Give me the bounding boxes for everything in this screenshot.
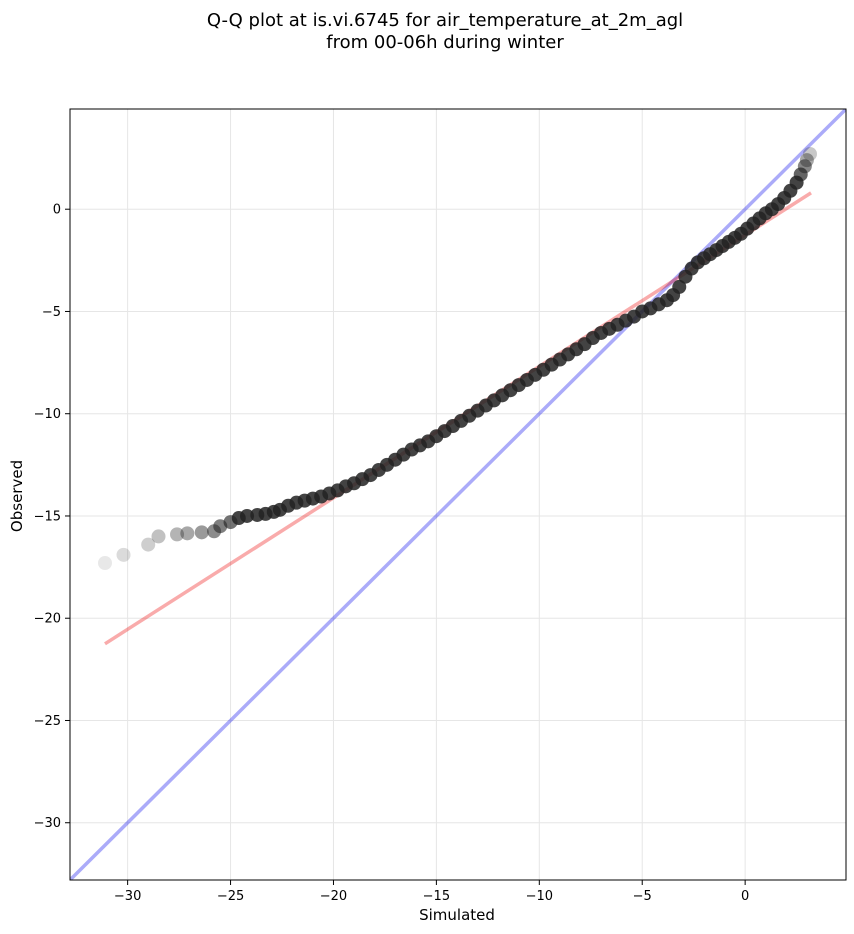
y-tick-label: −15 [34,509,61,524]
qq-point [180,526,195,541]
reference-line-layer [70,109,846,880]
x-tick-label: −10 [526,889,553,904]
x-tick-label: 0 [741,889,749,904]
qq-point [141,537,156,552]
y-tick-label: −20 [34,612,61,627]
x-axis-ticks: −30 −25 −20 −15 −10 −5 0 [114,880,749,904]
x-tick-label: −15 [423,889,450,904]
y-axis-ticks: −30 −25 −20 −15 −10 −5 0 [34,203,70,831]
y-tick-label: 0 [53,203,61,218]
qq-point [797,159,812,174]
chart-title-line-2: from 00-06h during winter [326,32,564,53]
chart-title-line-1: Q-Q plot at is.vi.6745 for air_temperatu… [207,10,683,31]
qq-point [116,547,131,562]
data-points-layer [97,146,817,571]
x-tick-label: −25 [217,889,244,904]
qq-point [151,529,166,544]
qq-point [194,525,209,540]
x-tick-label: −20 [320,889,347,904]
qq-point [802,146,817,161]
qq-point [97,556,112,571]
x-axis-label: Simulated [419,906,495,924]
y-tick-label: −10 [34,407,61,422]
grid-lines [70,109,846,880]
plot-area-frame [69,108,847,881]
y-tick-label: −5 [42,305,61,320]
qq-point [672,279,687,294]
qq-point [240,508,255,523]
identity-reference-line [70,109,846,880]
y-axis-label: Observed [8,460,26,532]
x-tick-label: −5 [633,889,652,904]
x-tick-label: −30 [114,889,141,904]
y-tick-label: −25 [34,714,61,729]
qq-point [170,527,185,542]
qq-point [799,153,814,168]
y-tick-label: −30 [34,816,61,831]
